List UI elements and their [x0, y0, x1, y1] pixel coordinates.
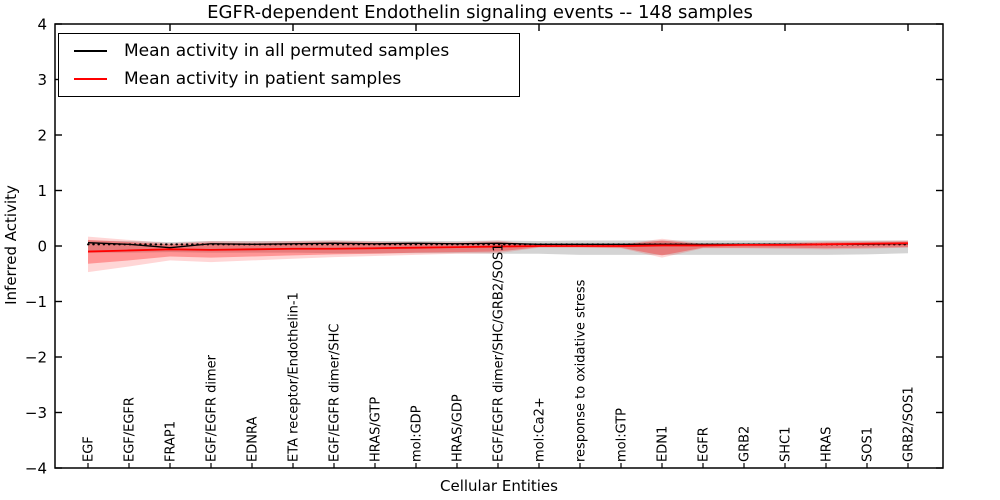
- x-tick-label: SOS1: [861, 427, 876, 462]
- permuted-line-swatch: [74, 50, 107, 53]
- y-tick-label: 3: [37, 71, 47, 89]
- x-tick-label: mol:GDP: [410, 405, 425, 462]
- patient-mean-line: [87, 242, 909, 253]
- x-tick-label: EDN1: [656, 426, 671, 462]
- x-tick-label: HRAS: [820, 427, 835, 462]
- y-tick-label: 1: [37, 182, 47, 200]
- x-tick-label: SHC1: [779, 427, 794, 462]
- x-tick-label: FRAP1: [164, 421, 179, 462]
- x-tick-label: mol:GTP: [615, 408, 630, 462]
- x-tick-label: HRAS/GDP: [451, 394, 466, 462]
- y-axis-label: Inferred Activity: [2, 185, 20, 305]
- x-tick-label: EGF: [82, 436, 97, 462]
- x-tick-label: EGF/EGFR dimer: [205, 354, 220, 462]
- legend-item-permuted: Mean activity in all permuted samples: [74, 41, 519, 61]
- x-tick-label: response to oxidative stress: [574, 279, 589, 462]
- legend: Mean activity in all permuted samples Me…: [58, 33, 520, 97]
- x-tick-label: EDNRA: [246, 417, 261, 462]
- x-tick-label: EGF/EGFR: [123, 397, 138, 462]
- x-tick-label: EGFR: [697, 427, 712, 462]
- x-tick-label: GRB2/SOS1: [902, 386, 917, 462]
- x-tick-label: EGF/EGFR dimer/SHC: [328, 324, 343, 462]
- y-tick-label: 2: [37, 127, 47, 145]
- x-axis-label: Cellular Entities: [440, 477, 558, 495]
- y-tick-label: −4: [25, 460, 47, 478]
- chart-title: EGFR-dependent Endothelin signaling even…: [207, 2, 753, 23]
- x-tick-label: mol:Ca2+: [533, 397, 548, 462]
- y-tick-label: 4: [37, 16, 47, 34]
- legend-label-patient: Mean activity in patient samples: [124, 68, 402, 89]
- x-tick-label: EGF/EGFR dimer/SHC/GRB2/SOS1: [492, 244, 507, 463]
- legend-item-patient: Mean activity in patient samples: [74, 69, 519, 89]
- x-tick-label: ETA receptor/Endothelin-1: [287, 292, 302, 462]
- patient-line-swatch: [74, 77, 107, 80]
- y-tick-label: −3: [25, 404, 47, 422]
- y-tick-label: −1: [25, 293, 47, 311]
- y-tick-label: −2: [25, 349, 47, 367]
- legend-label-permuted: Mean activity in all permuted samples: [124, 41, 450, 62]
- x-tick-label: GRB2: [738, 426, 753, 462]
- x-tick-label: HRAS/GTP: [369, 397, 384, 462]
- y-tick-label: 0: [37, 238, 47, 256]
